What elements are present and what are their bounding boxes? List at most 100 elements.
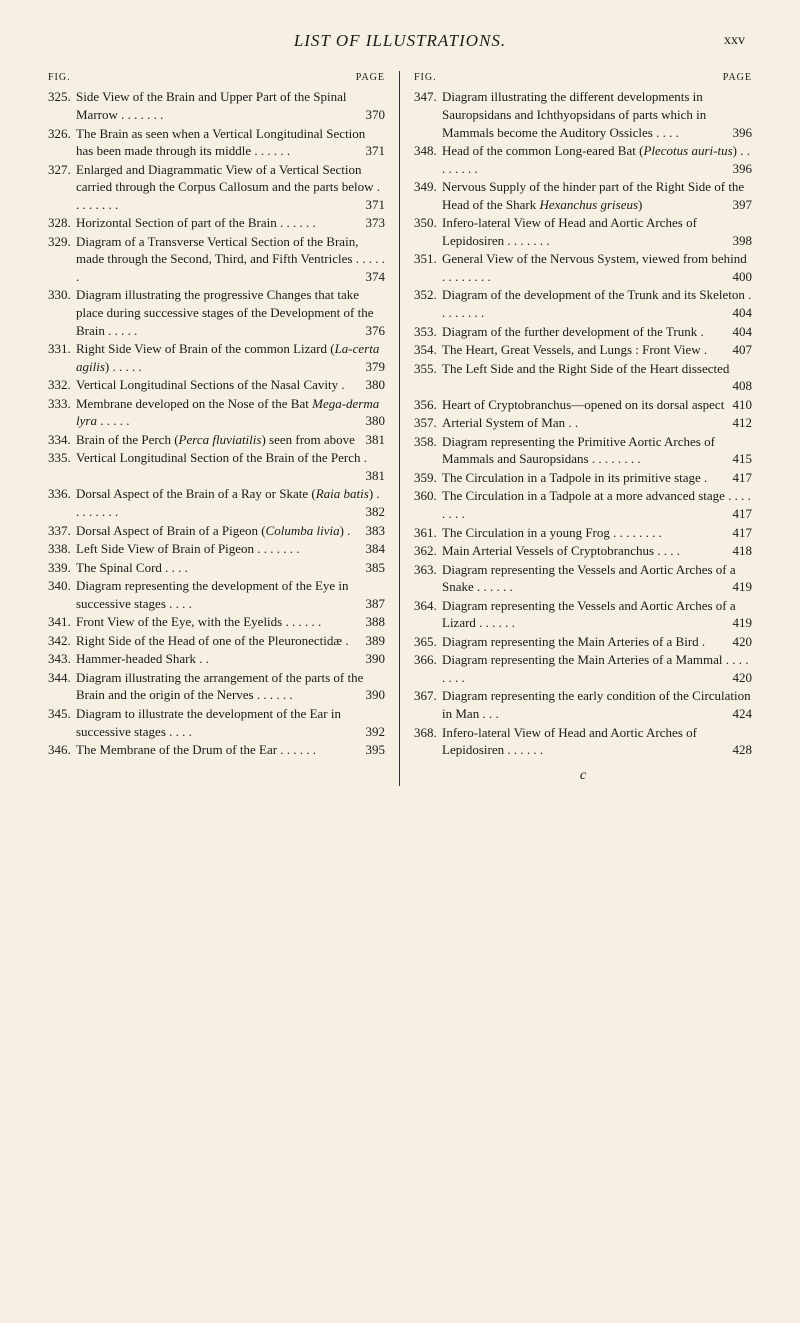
entry-page-number: 371: [362, 196, 386, 214]
entry-page-number: 396: [729, 124, 753, 142]
entry-description-wrap: Side View of the Brain and Upper Part of…: [76, 88, 385, 123]
entry-description: Diagram of a Transverse Vertical Section…: [76, 234, 385, 284]
entry-page-number: 412: [729, 414, 753, 432]
entry-description-wrap: The Circulation in a Tadpole at a more a…: [442, 487, 752, 522]
list-entry: 348.Head of the common Long-eared Bat (P…: [414, 142, 752, 177]
figure-number: 339.: [48, 559, 76, 577]
entry-description-wrap: Nervous Supply of the hinder part of the…: [442, 178, 752, 213]
entry-description-wrap: Diagram representing the Vessels and Aor…: [442, 597, 752, 632]
figure-number: 325.: [48, 88, 76, 106]
figure-number: 337.: [48, 522, 76, 540]
entry-description: Membrane developed on the Nose of the Ba…: [76, 396, 379, 429]
figure-number: 335.: [48, 449, 76, 467]
entry-page-number: 388: [362, 613, 386, 631]
figure-number: 349.: [414, 178, 442, 196]
figure-number: 334.: [48, 431, 76, 449]
list-entry: 347.Diagram illustrating the different d…: [414, 88, 752, 141]
entry-page-number: 381: [362, 467, 386, 485]
figure-number: 348.: [414, 142, 442, 160]
entry-page-number: 397: [729, 196, 753, 214]
entry-description-wrap: Diagram representing the development of …: [76, 577, 385, 612]
entry-description-wrap: Diagram to illustrate the development of…: [76, 705, 385, 740]
entry-description: Front View of the Eye, with the Eyelids …: [76, 614, 321, 629]
figure-number: 343.: [48, 650, 76, 668]
entry-description-wrap: Diagram representing the early condition…: [442, 687, 752, 722]
list-entry: 326.The Brain as seen when a Vertical Lo…: [48, 125, 385, 160]
right-entries-list: 347.Diagram illustrating the different d…: [414, 88, 752, 758]
left-column: FIG. PAGE 325.Side View of the Brain and…: [40, 71, 400, 786]
list-entry: 342.Right Side of the Head of one of the…: [48, 632, 385, 650]
entry-page-number: 428: [729, 741, 753, 759]
entry-page-number: 390: [362, 650, 386, 668]
list-entry: 337.Dorsal Aspect of Brain of a Pigeon (…: [48, 522, 385, 540]
entry-description: Diagram representing the Vessels and Aor…: [442, 562, 736, 595]
figure-number: 354.: [414, 341, 442, 359]
entry-description-wrap: Diagram of a Transverse Vertical Section…: [76, 233, 385, 286]
list-entry: 346.The Membrane of the Drum of the Ear …: [48, 741, 385, 759]
entry-page-number: 376: [362, 322, 386, 340]
list-entry: 330.Diagram illustrating the progressive…: [48, 286, 385, 339]
entry-description: General View of the Nervous System, view…: [442, 251, 747, 284]
entry-description-wrap: The Circulation in a young Frog . . . . …: [442, 524, 752, 542]
entry-description: Side View of the Brain and Upper Part of…: [76, 89, 346, 122]
figure-number: 347.: [414, 88, 442, 106]
list-entry: 336.Dorsal Aspect of the Brain of a Ray …: [48, 485, 385, 520]
entry-description-wrap: Front View of the Eye, with the Eyelids …: [76, 613, 385, 631]
figure-number: 355.: [414, 360, 442, 378]
entry-description: Brain of the Perch (Perca fluviatilis) s…: [76, 432, 355, 447]
entry-description: Right Side View of Brain of the common L…: [76, 341, 379, 374]
figure-number: 336.: [48, 485, 76, 503]
list-entry: 354.The Heart, Great Vessels, and Lungs …: [414, 341, 752, 359]
list-entry: 328.Horizontal Section of part of the Br…: [48, 214, 385, 232]
entry-description-wrap: Infero-lateral View of Head and Aortic A…: [442, 214, 752, 249]
list-entry: 368.Infero-lateral View of Head and Aort…: [414, 724, 752, 759]
entry-description-wrap: Brain of the Perch (Perca fluviatilis) s…: [76, 431, 385, 449]
entry-description-wrap: Vertical Longitudinal Section of the Bra…: [76, 449, 385, 484]
entry-description: Diagram illustrating the arrangement of …: [76, 670, 363, 703]
entry-page-number: 417: [729, 469, 753, 487]
entry-page-number: 424: [729, 705, 753, 723]
list-entry: 367.Diagram representing the early condi…: [414, 687, 752, 722]
entry-description-wrap: Infero-lateral View of Head and Aortic A…: [442, 724, 752, 759]
figure-number: 340.: [48, 577, 76, 595]
entry-page-number: 389: [362, 632, 386, 650]
figure-number: 358.: [414, 433, 442, 451]
figure-number: 359.: [414, 469, 442, 487]
signature-mark: c: [414, 767, 752, 786]
content-columns: FIG. PAGE 325.Side View of the Brain and…: [40, 71, 760, 786]
list-entry: 360.The Circulation in a Tadpole at a mo…: [414, 487, 752, 522]
entry-description-wrap: Diagram illustrating the arrangement of …: [76, 669, 385, 704]
figure-number: 328.: [48, 214, 76, 232]
figure-number: 352.: [414, 286, 442, 304]
list-entry: 344.Diagram illustrating the arrangement…: [48, 669, 385, 704]
list-entry: 331.Right Side View of Brain of the comm…: [48, 340, 385, 375]
entry-description: The Left Side and the Right Side of the …: [442, 361, 729, 376]
entry-description: Diagram representing the Vessels and Aor…: [442, 598, 736, 631]
entry-page-number: 371: [362, 142, 386, 160]
list-entry: 329.Diagram of a Transverse Vertical Sec…: [48, 233, 385, 286]
list-entry: 353.Diagram of the further development o…: [414, 323, 752, 341]
entry-description-wrap: Diagram illustrating the different devel…: [442, 88, 752, 141]
right-column-header: FIG. PAGE: [414, 71, 752, 85]
figure-number: 330.: [48, 286, 76, 304]
list-entry: 364.Diagram representing the Vessels and…: [414, 597, 752, 632]
entry-description: The Circulation in a young Frog . . . . …: [442, 525, 662, 540]
list-entry: 366.Diagram representing the Main Arteri…: [414, 651, 752, 686]
entry-page-number: 419: [729, 578, 753, 596]
entry-page-number: 407: [729, 341, 753, 359]
entry-description-wrap: The Left Side and the Right Side of the …: [442, 360, 752, 395]
entry-description-wrap: Membrane developed on the Nose of the Ba…: [76, 395, 385, 430]
page-title: LIST OF ILLUSTRATIONS.: [294, 30, 506, 53]
list-entry: 345.Diagram to illustrate the developmen…: [48, 705, 385, 740]
entry-description-wrap: Enlarged and Diagrammatic View of a Vert…: [76, 161, 385, 214]
entry-description: Diagram of the development of the Trunk …: [442, 287, 751, 320]
fig-label: FIG.: [48, 71, 71, 85]
left-entries-list: 325.Side View of the Brain and Upper Par…: [48, 88, 385, 758]
entry-page-number: 385: [362, 559, 386, 577]
entry-description-wrap: Vertical Longitudinal Sections of the Na…: [76, 376, 385, 394]
list-entry: 327.Enlarged and Diagrammatic View of a …: [48, 161, 385, 214]
entry-page-number: 382: [362, 503, 386, 521]
entry-description: The Circulation in a Tadpole at a more a…: [442, 488, 751, 521]
entry-page-number: 392: [362, 723, 386, 741]
entry-page-number: 420: [729, 633, 753, 651]
